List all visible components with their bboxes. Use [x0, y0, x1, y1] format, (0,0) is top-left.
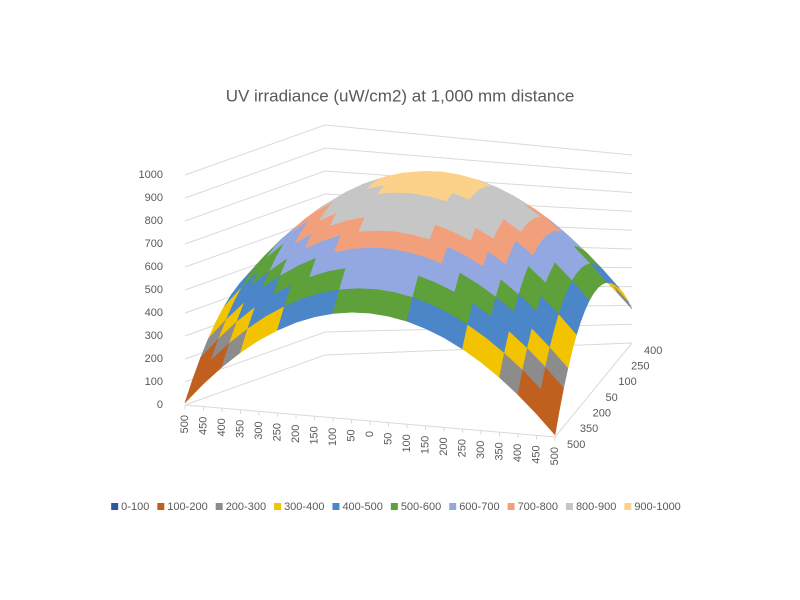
x-tick-label: 150	[419, 436, 431, 454]
legend-swatch	[390, 503, 398, 510]
x-tick-label: 50	[382, 433, 394, 445]
x-tick-label: 250	[271, 423, 283, 441]
x-tick-label: 400	[512, 444, 524, 462]
x-tick-label: 450	[530, 445, 542, 463]
z-tick-label: 500	[145, 284, 163, 296]
legend-label: 700-800	[518, 501, 558, 513]
grid-line	[184, 193, 633, 245]
z-tick-label: 800	[145, 215, 163, 227]
z-tick-label: 100	[145, 376, 163, 388]
legend-label: 600-700	[459, 501, 499, 513]
depth-tick-label: 250	[631, 361, 649, 373]
x-tick-label: 100	[327, 428, 339, 446]
z-tick-label: 0	[157, 399, 163, 411]
legend-label: 100-200	[167, 501, 207, 513]
depth-tick-label: 100	[618, 376, 636, 388]
surface-cell	[536, 389, 560, 436]
z-tick-label: 400	[145, 307, 163, 319]
legend-label: 400-500	[342, 501, 382, 513]
grid-line	[184, 147, 633, 199]
x-tick-label: 450	[197, 417, 209, 435]
depth-tick-label: 200	[593, 408, 611, 420]
legend-label: 800-900	[576, 501, 616, 513]
depth-tick-label: 350	[580, 423, 598, 435]
x-tick-label: 50	[345, 429, 357, 441]
legend-label: 500-600	[401, 501, 441, 513]
chart-title: UV irradiance (uW/cm2) at 1,000 mm dista…	[226, 86, 575, 105]
depth-tick-label: 500	[567, 439, 585, 451]
legend-label: 900-1000	[634, 501, 681, 513]
legend-swatch	[274, 503, 282, 510]
x-tick-label: 200	[438, 437, 450, 455]
legend-swatch	[507, 503, 515, 510]
legend-swatch	[565, 503, 573, 510]
depth-tick-label: 400	[644, 345, 662, 357]
legend-swatch	[449, 503, 457, 510]
legend-label: 0-100	[121, 501, 149, 513]
z-tick-label: 300	[145, 330, 163, 342]
legend-swatch	[111, 503, 119, 510]
x-tick-label: 300	[475, 441, 487, 459]
x-tick-label: 500	[549, 447, 561, 465]
x-tick-label: 200	[290, 425, 302, 443]
legend-label: 200-300	[226, 501, 266, 513]
x-tick-label: 300	[253, 421, 265, 439]
z-tick-label: 900	[145, 192, 163, 204]
legend-swatch	[157, 503, 165, 510]
depth-tick-label: 50	[606, 392, 618, 404]
x-tick-label: 400	[216, 418, 228, 436]
x-tick-label: 0	[364, 431, 376, 437]
x-tick-label: 350	[234, 420, 246, 438]
grid-line	[184, 124, 633, 176]
x-tick-label: 350	[493, 442, 505, 460]
z-tick-label: 600	[145, 261, 163, 273]
z-tick-label: 700	[145, 238, 163, 250]
legend-label: 300-400	[284, 501, 324, 513]
grid-line	[184, 170, 633, 222]
x-tick-label: 500	[179, 415, 191, 433]
x-tick-label: 250	[456, 439, 468, 457]
x-tick-label: 100	[401, 434, 413, 452]
legend-swatch	[215, 503, 223, 510]
legend-swatch	[332, 503, 340, 510]
x-tick-label: 150	[308, 426, 320, 444]
z-tick-label: 1000	[139, 169, 163, 181]
legend-swatch	[624, 503, 632, 510]
z-tick-label: 200	[145, 353, 163, 365]
